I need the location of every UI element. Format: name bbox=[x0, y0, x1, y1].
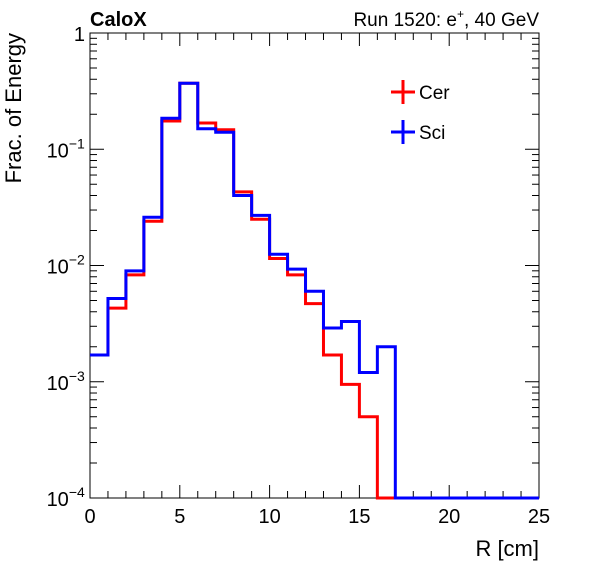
x-axis-label: R [cm] bbox=[475, 536, 539, 561]
x-tick-label: 20 bbox=[438, 506, 460, 528]
y-tick-label: 10−4 bbox=[47, 484, 85, 511]
x-tick-label: 5 bbox=[174, 506, 185, 528]
y-tick-label: 10−1 bbox=[47, 135, 85, 162]
x-tick-label: 15 bbox=[348, 506, 370, 528]
x-tick-label: 25 bbox=[528, 506, 550, 528]
y-tick-label: 10−2 bbox=[47, 252, 85, 279]
legend-entry-sci: Sci bbox=[391, 120, 445, 144]
legend-entry-cer: Cer bbox=[391, 80, 450, 104]
x-tick-label: 0 bbox=[84, 506, 95, 528]
y-axis-label: Frac. of Energy bbox=[1, 33, 26, 183]
series-line-sci bbox=[90, 81, 539, 500]
legend-label: Cer bbox=[419, 83, 450, 104]
title-left: CaloX bbox=[90, 9, 147, 31]
title-right: Run 1520: e+, 40 GeV bbox=[353, 7, 539, 31]
y-tick-label: 1 bbox=[74, 24, 85, 46]
y-tick-label: 10−3 bbox=[47, 368, 85, 395]
plot-frame bbox=[89, 32, 540, 499]
legend-label: Sci bbox=[419, 123, 445, 144]
x-tick-label: 10 bbox=[258, 506, 280, 528]
